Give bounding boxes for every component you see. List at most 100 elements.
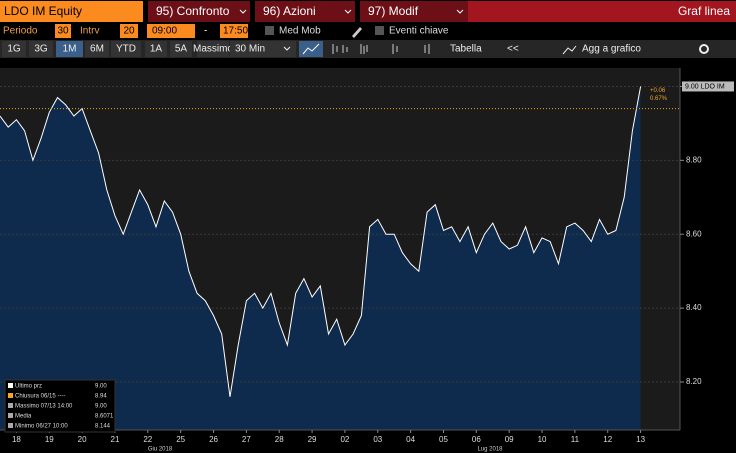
- x-tick-label: 25: [176, 435, 185, 444]
- input[interactable]: [120, 24, 138, 38]
- x-tick-label: 06: [472, 435, 481, 444]
- range-button[interactable]: [56, 41, 83, 57]
- x-tick-label: 29: [308, 435, 317, 444]
- range-button[interactable]: [111, 41, 141, 57]
- legend-value: 8.144: [95, 424, 111, 430]
- checkbox[interactable]: [265, 26, 274, 35]
- range-button[interactable]: [170, 41, 192, 57]
- y-tick-label: 8.40: [686, 303, 702, 312]
- legend-label: Minimo 06/27 10:00: [15, 424, 68, 430]
- range-button[interactable]: [197, 41, 229, 57]
- legend-label: Ultimo prz: [15, 384, 42, 390]
- legend-label: Massimo 07/13 14:00: [15, 404, 73, 410]
- x-group-label: Lug 2018: [477, 447, 503, 453]
- security: LDO IM Equity: [4, 4, 82, 18]
- input[interactable]: [220, 24, 248, 38]
- pencil-icon[interactable]: [352, 27, 362, 38]
- x-tick-label: 20: [78, 435, 87, 444]
- price-line: [0, 86, 642, 397]
- x-tick-label: 10: [538, 435, 547, 444]
- dropdown-arrow: [283, 46, 291, 51]
- menu-label: 97) Modif: [368, 4, 419, 18]
- area-fill: [0, 86, 641, 430]
- view-title: Graf linea: [678, 4, 730, 18]
- range-buttons: 1G 3G 1M 6M YTD 1A 5A Massimo: [2, 41, 233, 57]
- button-label[interactable]: <<: [507, 44, 519, 55]
- menu-button[interactable]: [360, 1, 468, 22]
- x-tick-label: 22: [143, 435, 152, 444]
- line-chart-icon[interactable]: [299, 41, 323, 57]
- menu-label: 95) Confronto: [156, 4, 230, 18]
- separator: -: [204, 26, 207, 37]
- icon-glyph: [302, 43, 320, 55]
- chart-type-icons[interactable]: [332, 44, 430, 54]
- range-button[interactable]: [29, 41, 53, 57]
- y-tick-label: 8.80: [686, 155, 702, 164]
- y-tick-label: 8.60: [686, 229, 702, 238]
- legend-label: Media: [15, 414, 32, 420]
- title-bar: [468, 1, 736, 22]
- range-label: YTD: [116, 44, 136, 55]
- menu-button[interactable]: [148, 1, 250, 22]
- input[interactable]: [147, 24, 195, 38]
- last-price-tag: [682, 81, 734, 92]
- range-label: 3G: [34, 44, 48, 55]
- menu-button[interactable]: [255, 1, 355, 22]
- button-label[interactable]: Tabella: [450, 44, 482, 55]
- x-tick-label: 27: [242, 435, 251, 444]
- checkbox-label: Eventi chiave: [389, 26, 449, 37]
- x-tick-label: 04: [406, 435, 415, 444]
- button-label[interactable]: Agg a grafico: [582, 44, 641, 55]
- menu-label: 96) Azioni: [263, 4, 316, 18]
- legend-value: 9.00: [95, 384, 107, 390]
- x-tick-label: 13: [636, 435, 645, 444]
- x-tick-label: 09: [505, 435, 514, 444]
- legend-box: [4, 379, 116, 433]
- legend-swatch: [8, 383, 13, 388]
- x-tick-label: 26: [209, 435, 218, 444]
- legend-value: 8.6071: [95, 414, 114, 420]
- range-button[interactable]: [145, 41, 167, 57]
- legend-swatch: [8, 413, 13, 418]
- bar-size: 30 Min: [235, 44, 265, 55]
- range-button[interactable]: [85, 41, 109, 57]
- x-tick-label: 02: [340, 435, 349, 444]
- legend-value: 8.94: [95, 394, 107, 400]
- input-value: 30: [57, 26, 69, 37]
- input-value: 17:50: [223, 26, 248, 37]
- legend-label: Chiusura 06/15 ----: [15, 394, 65, 400]
- x-group-label: Giu 2018: [148, 447, 173, 453]
- range-button[interactable]: [2, 41, 26, 57]
- range-label: 6M: [90, 44, 104, 55]
- range-label: 1G: [7, 44, 21, 55]
- label: Intrv: [80, 26, 99, 37]
- range-label: 1A: [150, 44, 163, 55]
- range-label: 1M: [63, 44, 77, 55]
- y-tick-label: 8.20: [686, 377, 702, 386]
- label: Periodo: [3, 26, 38, 37]
- input[interactable]: [55, 24, 71, 38]
- x-tick-label: 19: [45, 435, 54, 444]
- chart: 8.20 8.40 8.60 8.80 9.00 9.00 LDO IM +0.06 0.67…: [0, 68, 734, 453]
- x-tick-label: 05: [439, 435, 448, 444]
- input-value: 20: [123, 26, 135, 37]
- x-tick-label: 18: [12, 435, 21, 444]
- legend-swatch: [8, 403, 13, 408]
- x-tick-label: 03: [373, 435, 382, 444]
- change: +0.06: [650, 88, 666, 94]
- checkbox[interactable]: [375, 26, 384, 35]
- x-tick-label: 28: [275, 435, 284, 444]
- settings-gear[interactable]: [699, 44, 709, 54]
- dropdown[interactable]: [230, 41, 296, 57]
- add-icon: [562, 45, 577, 55]
- checkbox-label: Med Mob: [279, 26, 321, 37]
- change-pct: 0.67%: [650, 96, 668, 102]
- security-box[interactable]: [0, 1, 143, 22]
- legend-value: 9.00: [95, 404, 107, 410]
- input-value: 09:00: [152, 26, 177, 37]
- legend-swatch: [8, 423, 13, 428]
- x-tick-label: 11: [571, 435, 580, 444]
- last-price-label: 9.00 LDO IM: [685, 83, 725, 90]
- range-label: Massimo: [193, 44, 233, 55]
